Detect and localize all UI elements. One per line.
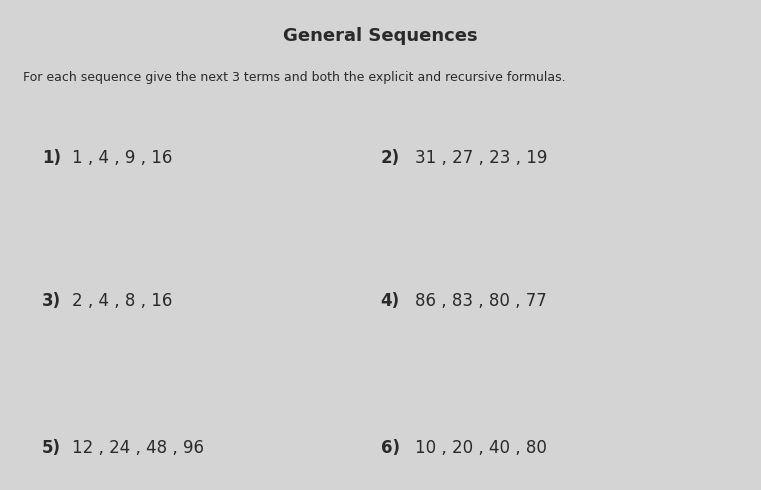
Text: 4): 4) (380, 292, 400, 310)
Text: 2 , 4 , 8 , 16: 2 , 4 , 8 , 16 (72, 292, 173, 310)
Text: 86 , 83 , 80 , 77: 86 , 83 , 80 , 77 (415, 292, 546, 310)
Text: For each sequence give the next 3 terms and both the explicit and recursive form: For each sequence give the next 3 terms … (23, 71, 565, 84)
Text: 5): 5) (42, 439, 61, 457)
Text: 12 , 24 , 48 , 96: 12 , 24 , 48 , 96 (72, 439, 204, 457)
Text: General Sequences: General Sequences (283, 27, 478, 45)
Text: 31 , 27 , 23 , 19: 31 , 27 , 23 , 19 (415, 149, 547, 168)
Text: 1): 1) (42, 149, 61, 168)
Text: 1 , 4 , 9 , 16: 1 , 4 , 9 , 16 (72, 149, 173, 168)
Text: 6): 6) (380, 439, 400, 457)
Text: 2): 2) (380, 149, 400, 168)
Text: 10 , 20 , 40 , 80: 10 , 20 , 40 , 80 (415, 439, 546, 457)
Text: 3): 3) (42, 292, 61, 310)
